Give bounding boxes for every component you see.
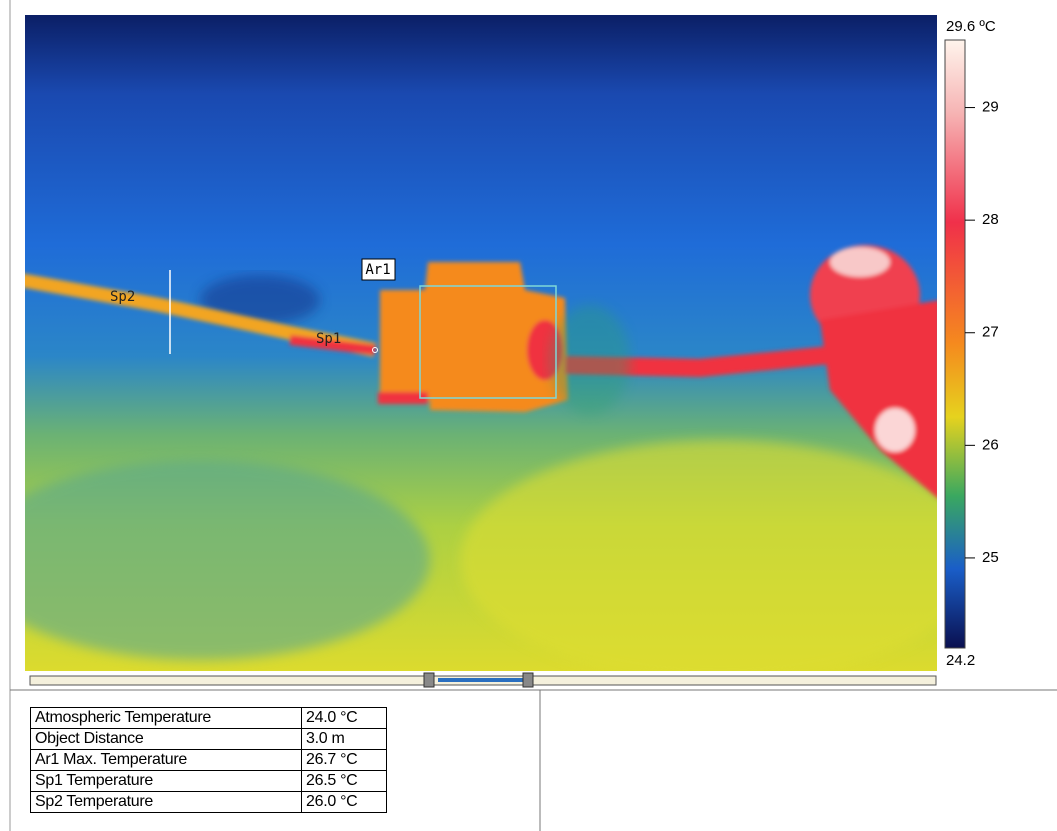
tick-label: 27 [982,324,999,341]
thermal-image [0,15,980,680]
table-cell: Atmospheric Temperature [31,708,302,729]
table-cell: 26.7 °C [302,750,387,771]
table-cell: Sp2 Temperature [31,792,302,813]
table-cell: 24.0 °C [302,708,387,729]
tick-label: 26 [982,436,999,453]
scroll-range[interactable] [438,678,524,682]
colorbar-min: 24.2 [946,652,975,669]
spot1-label: Sp1 [316,331,341,347]
scroll-handle[interactable] [424,673,434,687]
area-label: Ar1 [365,262,390,278]
scroll-handle[interactable] [523,673,533,687]
table-cell: Sp1 Temperature [31,771,302,792]
table-cell: Ar1 Max. Temperature [31,750,302,771]
spot2-label: Sp2 [110,289,135,305]
tick-label: 28 [982,211,999,228]
tick-label: 29 [982,99,999,116]
tick-label: 25 [982,549,999,566]
table-cell: 26.0 °C [302,792,387,813]
colorbar [945,40,965,648]
table-cell: 26.5 °C [302,771,387,792]
table-cell: Object Distance [31,729,302,750]
page: Ar1 Sp2 Sp1 29.6 ºC 24.2 29 28 27 26 25 Atmosp… [0,0,1057,831]
table-cell: 3.0 m [302,729,387,750]
colorbar-max: 29.6 ºC [946,18,996,35]
